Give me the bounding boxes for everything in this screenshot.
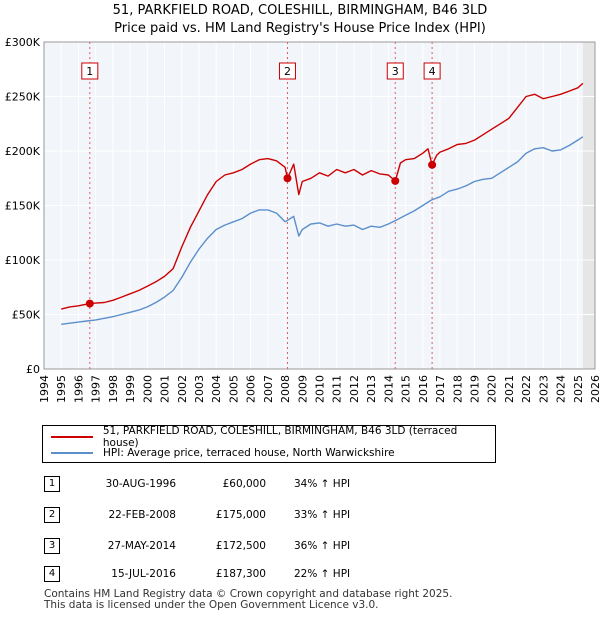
sale-price: £60,000 — [222, 478, 266, 490]
x-tick-label: 2026 — [589, 375, 600, 403]
x-tick-label: 1999 — [124, 375, 137, 403]
x-tick-label: 2018 — [451, 375, 464, 403]
x-tick-label: 2005 — [227, 375, 240, 403]
y-tick-label: £150K — [5, 200, 41, 213]
sale-hpi-change: 36% ↑ HPI — [294, 540, 351, 552]
sale-marker-box — [386, 62, 404, 80]
x-tick-label: 2025 — [572, 375, 585, 403]
sale-number-badge: 2 — [44, 507, 60, 523]
sale-hpi-change: 34% ↑ HPI — [294, 478, 351, 490]
sale-row: 1 30-AUG-1996 £60,000 34% ↑ HPI — [44, 476, 444, 492]
x-tick-label: 1995 — [55, 375, 68, 403]
x-tick-label: 2011 — [331, 375, 344, 403]
chart-subtitle: Price paid vs. HM Land Registry's House … — [114, 21, 486, 36]
y-tick-label: £50K — [12, 309, 41, 322]
x-tick-label: 1994 — [38, 375, 51, 403]
x-tick-label: 2000 — [141, 375, 154, 403]
sale-price: £175,000 — [215, 509, 266, 521]
x-tick-label: 2001 — [159, 375, 172, 403]
sale-price: £187,300 — [215, 568, 266, 580]
x-tick-label: 2024 — [555, 375, 568, 403]
legend-item-property: 51, PARKFIELD ROAD, COLESHILL, BIRMINGHA… — [51, 425, 495, 449]
x-tick-label: 2006 — [245, 375, 258, 403]
y-tick-label: £300K — [5, 36, 41, 49]
plot-border — [43, 41, 596, 370]
price-chart: 51, PARKFIELD ROAD, COLESHILL, BIRMINGHA… — [5, 3, 600, 403]
x-tick-label: 2007 — [262, 375, 275, 403]
x-tick-label: 2019 — [468, 375, 481, 403]
footer: Contains HM Land Registry data © Crown c… — [44, 589, 452, 611]
sale-price: £172,500 — [215, 540, 266, 552]
x-tick-label: 2014 — [382, 375, 395, 403]
sale-marker-label: 3 — [392, 65, 399, 78]
x-tick-label: 2021 — [503, 375, 516, 403]
x-tick-label: 2017 — [434, 375, 447, 403]
y-tick-label: £200K — [5, 145, 41, 158]
sale-point — [283, 174, 292, 183]
sale-number-badge: 1 — [44, 476, 60, 492]
sale-marker-box — [278, 62, 296, 80]
series-line — [61, 136, 584, 325]
x-tick-label: 2002 — [176, 375, 189, 403]
sale-row: 4 15-JUL-2016 £187,300 22% ↑ HPI — [44, 566, 444, 582]
sale-hpi-change: 22% ↑ HPI — [294, 568, 351, 580]
x-tick-label: 2008 — [279, 375, 292, 403]
legend: 51, PARKFIELD ROAD, COLESHILL, BIRMINGHA… — [42, 425, 496, 463]
x-tick-label: 1997 — [90, 375, 103, 403]
sale-hpi-change: 33% ↑ HPI — [294, 509, 351, 521]
x-tick-label: 2016 — [417, 375, 430, 403]
y-tick-label: £100K — [5, 254, 41, 267]
legend-swatch-hpi — [51, 452, 93, 454]
legend-swatch-property — [51, 436, 93, 438]
chart-title: 51, PARKFIELD ROAD, COLESHILL, BIRMINGHA… — [113, 3, 488, 18]
x-tick-label: 2020 — [486, 375, 499, 403]
x-tick-label: 2004 — [210, 375, 223, 403]
x-tick-label: 2003 — [193, 375, 206, 403]
sale-marker-label: 1 — [86, 65, 93, 78]
sale-marker-box — [423, 62, 441, 80]
sale-number-badge: 4 — [44, 566, 60, 582]
legend-label-property: 51, PARKFIELD ROAD, COLESHILL, BIRMINGHA… — [102, 425, 458, 449]
x-tick-label: 2023 — [537, 375, 550, 403]
x-tick-label: 2015 — [400, 375, 413, 403]
sale-number-badge: 3 — [44, 538, 60, 554]
x-tick-label: 2009 — [296, 375, 309, 403]
y-tick-label: £0 — [26, 363, 40, 376]
legend-label-hpi: HPI: Average price, terraced house, Nort… — [103, 447, 395, 459]
footer-copyright: Contains HM Land Registry data © Crown c… — [44, 588, 453, 600]
sale-date: 30-AUG-1996 — [105, 478, 176, 490]
x-tick-label: 1996 — [72, 375, 85, 403]
x-tick-label: 2013 — [365, 375, 378, 403]
sale-point — [85, 299, 94, 308]
sale-marker-label: 4 — [429, 65, 436, 78]
x-tick-label: 2012 — [348, 375, 361, 403]
sale-marker-box — [81, 62, 99, 80]
y-tick-label: £250K — [5, 91, 41, 104]
x-tick-label: 1998 — [107, 375, 120, 403]
footer-licence: This data is licensed under the Open Gov… — [44, 599, 379, 611]
sale-point — [391, 176, 400, 185]
sale-date: 27-MAY-2014 — [107, 540, 176, 552]
x-tick-label: 2022 — [520, 375, 533, 403]
sale-marker-label: 2 — [284, 65, 291, 78]
sale-date: 15-JUL-2016 — [111, 568, 176, 580]
sale-row: 2 22-FEB-2008 £175,000 33% ↑ HPI — [44, 507, 444, 523]
legend-item-hpi: HPI: Average price, terraced house, Nort… — [51, 445, 395, 461]
sale-point — [428, 160, 437, 169]
x-tick-label: 2010 — [314, 375, 327, 403]
series-line — [61, 82, 584, 310]
sale-row: 3 27-MAY-2014 £172,500 36% ↑ HPI — [44, 538, 444, 554]
sale-date: 22-FEB-2008 — [108, 509, 176, 521]
